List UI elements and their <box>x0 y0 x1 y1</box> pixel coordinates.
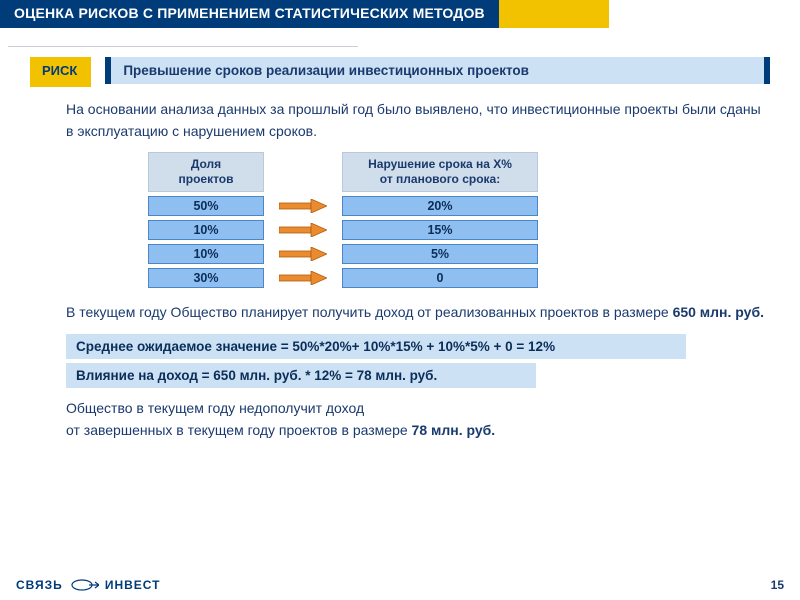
intro-paragraph: На основании анализа данных за прошлый г… <box>66 99 764 142</box>
cell-share: 30% <box>148 268 264 288</box>
cell-delay: 20% <box>342 196 538 216</box>
table-row: 10% 15% <box>148 220 770 240</box>
arrow-cell <box>264 223 342 237</box>
risk-description: Превышение сроков реализации инвестицион… <box>105 57 770 84</box>
col-header-share: Доляпроектов <box>148 152 264 192</box>
col-header-delay: Нарушение срока на Х%от планового срока: <box>342 152 538 192</box>
cell-delay: 5% <box>342 244 538 264</box>
mid-paragraph: В текущем году Общество планирует получи… <box>66 302 764 324</box>
title-accent <box>499 0 609 28</box>
mid-amount: 650 млн. руб. <box>673 304 764 320</box>
mid-text: В текущем году Общество планирует получи… <box>66 304 673 320</box>
table-row: 50% 20% <box>148 196 770 216</box>
cell-delay: 15% <box>342 220 538 240</box>
table-row: 30% 0 <box>148 268 770 288</box>
arrow-right-icon <box>279 223 327 237</box>
arrow-right-icon <box>279 247 327 261</box>
conclusion: Общество в текущем году недополучит дохо… <box>66 398 764 441</box>
cell-share: 10% <box>148 220 264 240</box>
logo-text-right: ИНВЕСТ <box>105 578 161 592</box>
risk-tag: РИСК <box>30 57 91 87</box>
conclusion-amount: 78 млн. руб. <box>412 422 496 438</box>
risk-row: РИСК Превышение сроков реализации инвест… <box>30 57 770 87</box>
arrow-cell <box>264 199 342 213</box>
arrow-right-icon <box>279 199 327 213</box>
calc-expected-value: Среднее ожидаемое значение = 50%*20%+ 10… <box>66 334 686 359</box>
conclusion-line2a: от завершенных в текущем году проектов в… <box>66 422 412 438</box>
conclusion-line1: Общество в текущем году недополучит дохо… <box>66 400 364 416</box>
share-table: Доляпроектов Нарушение срока на Х%от пла… <box>148 152 770 288</box>
slide-title: ОЦЕНКА РИСКОВ С ПРИМЕНЕНИЕМ СТАТИСТИЧЕСК… <box>0 0 499 28</box>
logo-text-left: СВЯЗЬ <box>16 578 63 592</box>
footer-logo: СВЯЗЬ ИНВЕСТ <box>16 578 160 592</box>
arrow-right-icon <box>279 271 327 285</box>
logo-icon <box>69 578 99 592</box>
page-number: 15 <box>771 578 784 592</box>
cell-share: 10% <box>148 244 264 264</box>
arrow-cell <box>264 247 342 261</box>
divider <box>8 46 358 47</box>
arrow-cell <box>264 271 342 285</box>
table-row: 10% 5% <box>148 244 770 264</box>
title-bar: ОЦЕНКА РИСКОВ С ПРИМЕНЕНИЕМ СТАТИСТИЧЕСК… <box>0 0 800 28</box>
cell-share: 50% <box>148 196 264 216</box>
cell-delay: 0 <box>342 268 538 288</box>
calc-impact: Влияние на доход = 650 млн. руб. * 12% =… <box>66 363 536 388</box>
